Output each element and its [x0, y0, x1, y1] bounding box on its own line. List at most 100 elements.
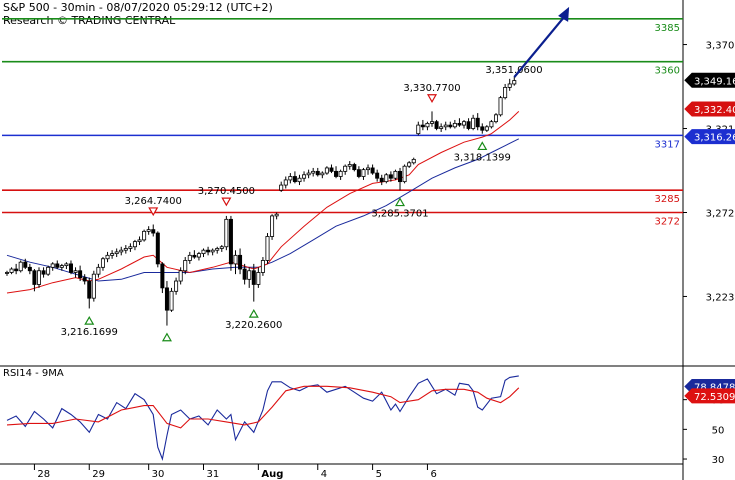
- candle-body: [210, 249, 215, 253]
- candle-body: [315, 170, 320, 176]
- candle: [375, 169, 380, 182]
- candle: [398, 167, 403, 191]
- candle: [50, 262, 55, 271]
- rsi-y-tick-label: 50: [712, 425, 725, 436]
- candle: [302, 171, 307, 182]
- candle-body: [160, 263, 165, 289]
- candle-body: [366, 167, 371, 171]
- swing-high-label: 3,264.7400: [125, 196, 182, 207]
- candle: [338, 169, 343, 180]
- candle: [14, 263, 19, 275]
- candle-body: [384, 174, 389, 183]
- y-tick-label: 3,370: [706, 41, 735, 52]
- candle: [132, 239, 137, 251]
- candle: [274, 212, 279, 220]
- candle-body: [23, 261, 28, 268]
- candle-body: [233, 254, 238, 265]
- swing-low-marker: [161, 332, 172, 342]
- rsi-tag-label: 72.5309: [694, 392, 735, 403]
- projection-arrow-shaft: [513, 15, 566, 78]
- candle: [347, 161, 352, 170]
- candle: [9, 267, 14, 275]
- candle: [512, 77, 517, 86]
- candle: [292, 171, 297, 184]
- candle: [366, 164, 371, 175]
- candle-body: [192, 254, 197, 258]
- candle: [270, 214, 275, 240]
- candle: [137, 236, 142, 246]
- candle-body: [174, 280, 179, 292]
- candle-body: [452, 122, 457, 128]
- candle-body: [59, 265, 64, 268]
- candle: [407, 161, 412, 168]
- candle-body: [279, 184, 284, 191]
- swing-low-marker: [477, 141, 488, 151]
- candle-body: [68, 263, 73, 273]
- candle-body: [352, 164, 357, 171]
- candle: [105, 251, 110, 263]
- candle-body: [178, 270, 183, 282]
- candle-body: [151, 229, 156, 234]
- candle-body: [411, 158, 416, 164]
- candle: [260, 257, 265, 276]
- candle-body: [347, 164, 352, 167]
- candle: [361, 167, 366, 180]
- candle-body: [50, 263, 55, 268]
- swing-low-label: 3,318.1399: [454, 152, 511, 163]
- candle-body: [439, 126, 444, 129]
- candle: [311, 167, 316, 177]
- candle-body: [430, 121, 435, 124]
- candle: [402, 164, 407, 184]
- projection-arrow-head: [558, 6, 570, 22]
- candle: [187, 251, 192, 264]
- candle-body: [228, 218, 233, 265]
- candle: [46, 265, 51, 276]
- candle: [32, 269, 37, 292]
- candle-body: [338, 170, 343, 177]
- ma-slow-line: [6, 138, 520, 282]
- price-tag-box: [684, 129, 735, 145]
- candle-body: [356, 169, 361, 177]
- candle: [320, 171, 325, 179]
- candle: [411, 157, 416, 165]
- level-label-3385: 3385: [655, 23, 680, 34]
- swing-high-marker: [221, 197, 232, 207]
- rsi-panel-title: RSI14 - 9MA: [3, 368, 64, 379]
- candle: [110, 250, 115, 259]
- candle: [78, 265, 83, 282]
- candle: [256, 267, 261, 288]
- candle-body: [5, 272, 10, 274]
- candle: [169, 287, 174, 312]
- candle-body: [402, 165, 407, 183]
- candle: [219, 245, 224, 252]
- candle-body: [201, 249, 206, 255]
- candle-body: [407, 162, 412, 167]
- candle-body: [27, 266, 32, 272]
- level-label-3272: 3272: [655, 216, 680, 227]
- candle-body: [183, 260, 188, 272]
- candle-body: [420, 124, 425, 128]
- swing-high-label: 3,330.7700: [403, 83, 460, 94]
- candle: [27, 263, 32, 275]
- candle-body: [100, 258, 105, 268]
- price-tag: 3,349.16: [684, 72, 735, 88]
- candle-body: [443, 124, 448, 128]
- candle: [416, 121, 421, 136]
- chart-title: S&P 500 - 30min - 08/07/2020 05:29:12 (U…: [3, 1, 273, 14]
- candle: [82, 274, 87, 285]
- candle: [119, 246, 124, 256]
- rsi-ma-line: [6, 385, 520, 429]
- candle-body: [251, 270, 256, 285]
- candle-body: [105, 254, 110, 260]
- candle: [507, 78, 512, 91]
- candle-body: [137, 239, 142, 243]
- candle-body: [320, 172, 325, 176]
- candle: [288, 173, 293, 184]
- candle: [5, 270, 10, 276]
- swing-low-label: 3,220.2600: [225, 320, 282, 331]
- x-tick-label: 31: [207, 469, 220, 480]
- candle: [265, 233, 270, 264]
- candle: [370, 164, 375, 175]
- candle-body: [9, 268, 14, 273]
- candle: [36, 267, 41, 288]
